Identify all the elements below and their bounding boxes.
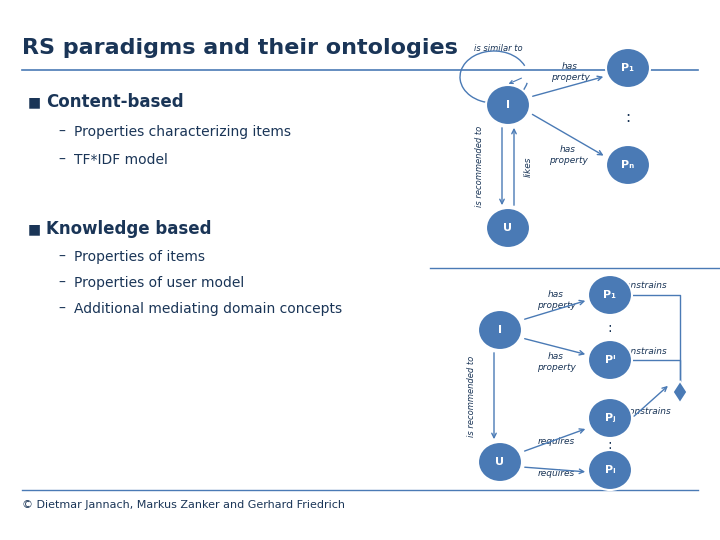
Ellipse shape — [588, 398, 632, 438]
Text: Additional mediating domain concepts: Additional mediating domain concepts — [74, 302, 342, 316]
Text: I: I — [498, 325, 502, 335]
Text: –: – — [58, 125, 65, 139]
Text: TF*IDF model: TF*IDF model — [74, 153, 168, 167]
Text: requires: requires — [537, 437, 575, 447]
Text: is recommended to: is recommended to — [475, 126, 485, 207]
Text: –: – — [58, 276, 65, 290]
Text: has
property: has property — [549, 145, 588, 165]
Text: ■: ■ — [28, 222, 41, 236]
Text: Properties of user model: Properties of user model — [74, 276, 244, 290]
Ellipse shape — [486, 85, 530, 125]
Text: likes: likes — [523, 156, 533, 177]
Text: –: – — [58, 153, 65, 167]
Text: is similar to: is similar to — [474, 44, 522, 53]
Text: :: : — [626, 111, 631, 125]
Text: –: – — [58, 302, 65, 316]
Text: I: I — [506, 100, 510, 110]
Text: is recommended to: is recommended to — [467, 355, 477, 437]
Text: P₁: P₁ — [603, 290, 616, 300]
Text: has
property: has property — [551, 62, 590, 82]
Text: has
property: has property — [536, 352, 575, 372]
Text: Content-based: Content-based — [46, 93, 184, 111]
Ellipse shape — [606, 48, 650, 88]
Text: RS paradigms and their ontologies: RS paradigms and their ontologies — [22, 38, 458, 58]
Text: Properties characterizing items: Properties characterizing items — [74, 125, 291, 139]
Text: ■: ■ — [28, 95, 41, 109]
Ellipse shape — [486, 208, 530, 248]
Text: U: U — [503, 223, 513, 233]
Text: Pₗ: Pₗ — [605, 465, 616, 475]
Text: Properties of items: Properties of items — [74, 250, 205, 264]
Text: constrains: constrains — [621, 348, 667, 356]
Polygon shape — [673, 381, 687, 403]
Text: has
property: has property — [536, 291, 575, 310]
Ellipse shape — [478, 442, 522, 482]
Text: requires: requires — [537, 469, 575, 477]
Text: Pᴵ: Pᴵ — [605, 355, 616, 365]
Text: Pⱼ: Pⱼ — [605, 413, 616, 423]
Ellipse shape — [588, 340, 632, 380]
Ellipse shape — [478, 310, 522, 350]
Text: –: – — [58, 250, 65, 264]
Text: :: : — [608, 321, 612, 335]
Text: U: U — [495, 457, 505, 467]
Ellipse shape — [588, 450, 632, 490]
Text: Knowledge based: Knowledge based — [46, 220, 212, 238]
Ellipse shape — [606, 145, 650, 185]
Text: Pₙ: Pₙ — [621, 160, 634, 170]
Text: © Dietmar Jannach, Markus Zanker and Gerhard Friedrich: © Dietmar Jannach, Markus Zanker and Ger… — [22, 500, 345, 510]
Text: :: : — [608, 438, 612, 452]
Ellipse shape — [588, 275, 632, 315]
Text: constrains: constrains — [625, 408, 671, 416]
Text: constrains: constrains — [621, 281, 667, 291]
Text: P₁: P₁ — [621, 63, 634, 73]
